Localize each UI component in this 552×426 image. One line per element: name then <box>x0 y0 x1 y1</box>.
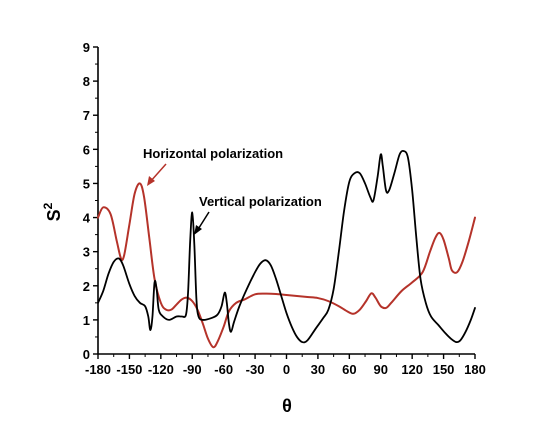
y-tick-label: 6 <box>83 142 90 157</box>
y-axis-title-superscript: 2 <box>41 202 55 209</box>
y-tick-label: 2 <box>83 279 90 294</box>
y-tick-label: 9 <box>83 40 90 55</box>
annotation-arrowhead-vertical <box>194 225 202 235</box>
annotation-vertical-polarization: Vertical polarization <box>199 194 322 209</box>
y-tick-label: 5 <box>83 176 90 191</box>
series-lines <box>98 151 475 347</box>
x-tick-label: -120 <box>148 362 174 377</box>
y-axis-title-base: S <box>44 209 64 221</box>
x-axis-title: θ <box>282 396 292 416</box>
series-line-vertical-polarization <box>98 151 475 343</box>
x-tick-label: -90 <box>183 362 202 377</box>
x-tick-label: -180 <box>85 362 111 377</box>
x-tick-label: 60 <box>342 362 356 377</box>
x-tick-label: -150 <box>116 362 142 377</box>
y-tick-label: 8 <box>83 74 90 89</box>
x-tick-label: 180 <box>464 362 486 377</box>
y-tick-label: 0 <box>83 347 90 362</box>
y-tick-label: 1 <box>83 313 90 328</box>
y-tick-label: 7 <box>83 108 90 123</box>
y-axis-title: S2 <box>41 202 64 221</box>
x-tick-label: 150 <box>433 362 455 377</box>
y-tick-label: 3 <box>83 245 90 260</box>
x-tick-label: 0 <box>283 362 290 377</box>
annotation-horizontal-polarization: Horizontal polarization <box>143 146 283 161</box>
x-tick-label: 30 <box>311 362 325 377</box>
x-tick-label: -30 <box>246 362 265 377</box>
x-tick-label: -60 <box>214 362 233 377</box>
x-tick-label: 90 <box>374 362 388 377</box>
x-tick-label: 120 <box>401 362 423 377</box>
y-tick-label: 4 <box>83 211 91 226</box>
